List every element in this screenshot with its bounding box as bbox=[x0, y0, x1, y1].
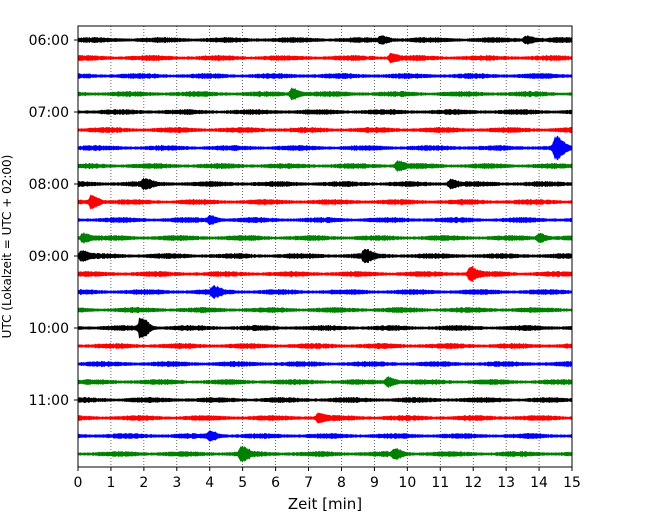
y-tick-label: 11:00 bbox=[29, 393, 69, 409]
x-tick-label: 15 bbox=[563, 475, 581, 491]
y-tick-label: 08:00 bbox=[29, 177, 69, 193]
x-axis-ticks: 0 1 2 3 4 5 6 7 8 9 10 11 12 13 14 15 bbox=[74, 467, 581, 491]
x-tick-label: 0 bbox=[74, 475, 83, 491]
x-tick-label: 10 bbox=[398, 475, 416, 491]
plot-frame bbox=[77, 25, 573, 468]
y-axis-label: UTC (Lokalzeit = UTC + 02:00) bbox=[0, 155, 14, 339]
x-tick-label: 3 bbox=[172, 475, 181, 491]
y-tick-label: 06:00 bbox=[29, 33, 69, 49]
x-tick-label: 6 bbox=[271, 475, 280, 491]
x-tick-label: 4 bbox=[205, 475, 214, 491]
x-axis-label: Zeit [min] bbox=[288, 495, 362, 513]
y-tick-label: 09:00 bbox=[29, 249, 69, 265]
x-tick-label: 5 bbox=[238, 475, 247, 491]
x-tick-label: 13 bbox=[497, 475, 515, 491]
x-tick-label: 2 bbox=[139, 475, 148, 491]
y-tick-label: 10:00 bbox=[29, 321, 69, 337]
x-tick-label: 12 bbox=[464, 475, 482, 491]
x-tick-label: 1 bbox=[106, 475, 115, 491]
y-tick-label: 07:00 bbox=[29, 105, 69, 121]
x-tick-label: 9 bbox=[370, 475, 379, 491]
x-tick-label: 11 bbox=[431, 475, 449, 491]
x-tick-label: 7 bbox=[304, 475, 313, 491]
x-tick-label: 8 bbox=[337, 475, 346, 491]
x-tick-label: 14 bbox=[530, 475, 548, 491]
y-axis-ticks: 06:00 07:00 08:00 09:00 10:00 11:00 bbox=[29, 33, 78, 409]
